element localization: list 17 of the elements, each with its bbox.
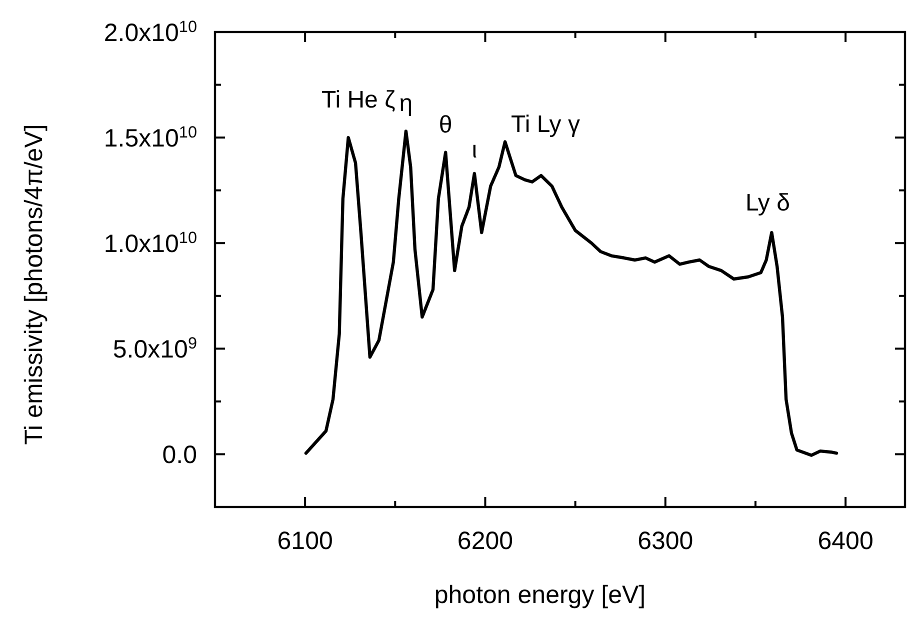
y-tick-label: 5.0x10$^{9}$ xyxy=(112,334,197,364)
annotation: η xyxy=(399,90,413,118)
x-tick-label: 6400 xyxy=(818,527,874,555)
x-tick-label: 6300 xyxy=(638,527,694,555)
y-tick-label: 0.0 xyxy=(162,441,197,470)
annotation: θ xyxy=(438,111,452,138)
y-tick-label: 1.0x10$^{10}$ xyxy=(104,229,197,258)
annotation: Ti Ly γ xyxy=(511,110,580,138)
annotation: Ti He ζ xyxy=(321,86,396,114)
annotation: ι xyxy=(472,136,478,164)
y-tick-label: 1.5x10$^{10}$ xyxy=(104,124,197,153)
y-axis-title: Ti emissivity [photons/4π/eV] xyxy=(20,124,48,445)
y-tick-label: 2.0x10$^{10}$ xyxy=(104,18,197,47)
x-axis-title: photon energy [eV] xyxy=(434,581,646,609)
x-tick-label: 6200 xyxy=(457,527,514,555)
annotation: Ly δ xyxy=(745,190,790,217)
x-tick-label: 6100 xyxy=(277,527,333,555)
